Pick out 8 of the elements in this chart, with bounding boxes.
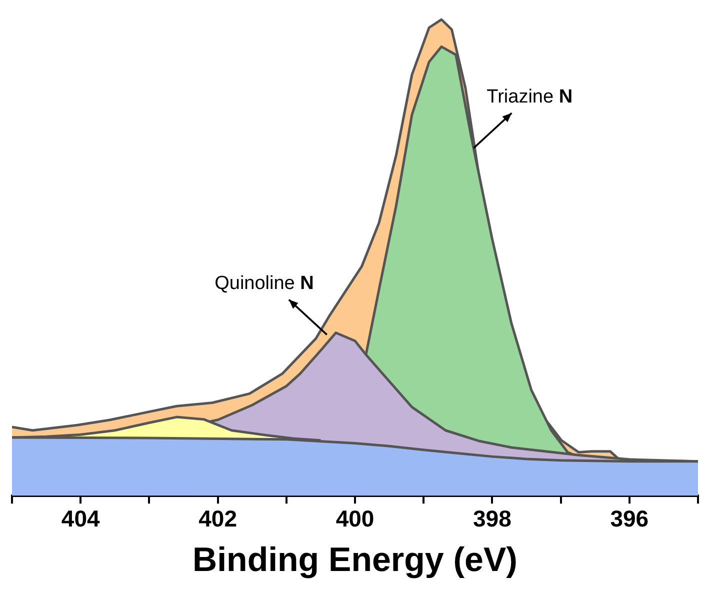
annotation: Triazine N [486,86,573,108]
x-tick-label: 400 [336,506,374,532]
x-tick-label: 396 [610,506,649,532]
x-tick-label: 404 [61,506,100,532]
annotation: Quinoline N [214,272,314,294]
x-axis-title: Binding Energy (eV) [192,540,518,579]
x-tick-label: 402 [198,506,237,532]
x-tick-label: 398 [473,506,512,532]
